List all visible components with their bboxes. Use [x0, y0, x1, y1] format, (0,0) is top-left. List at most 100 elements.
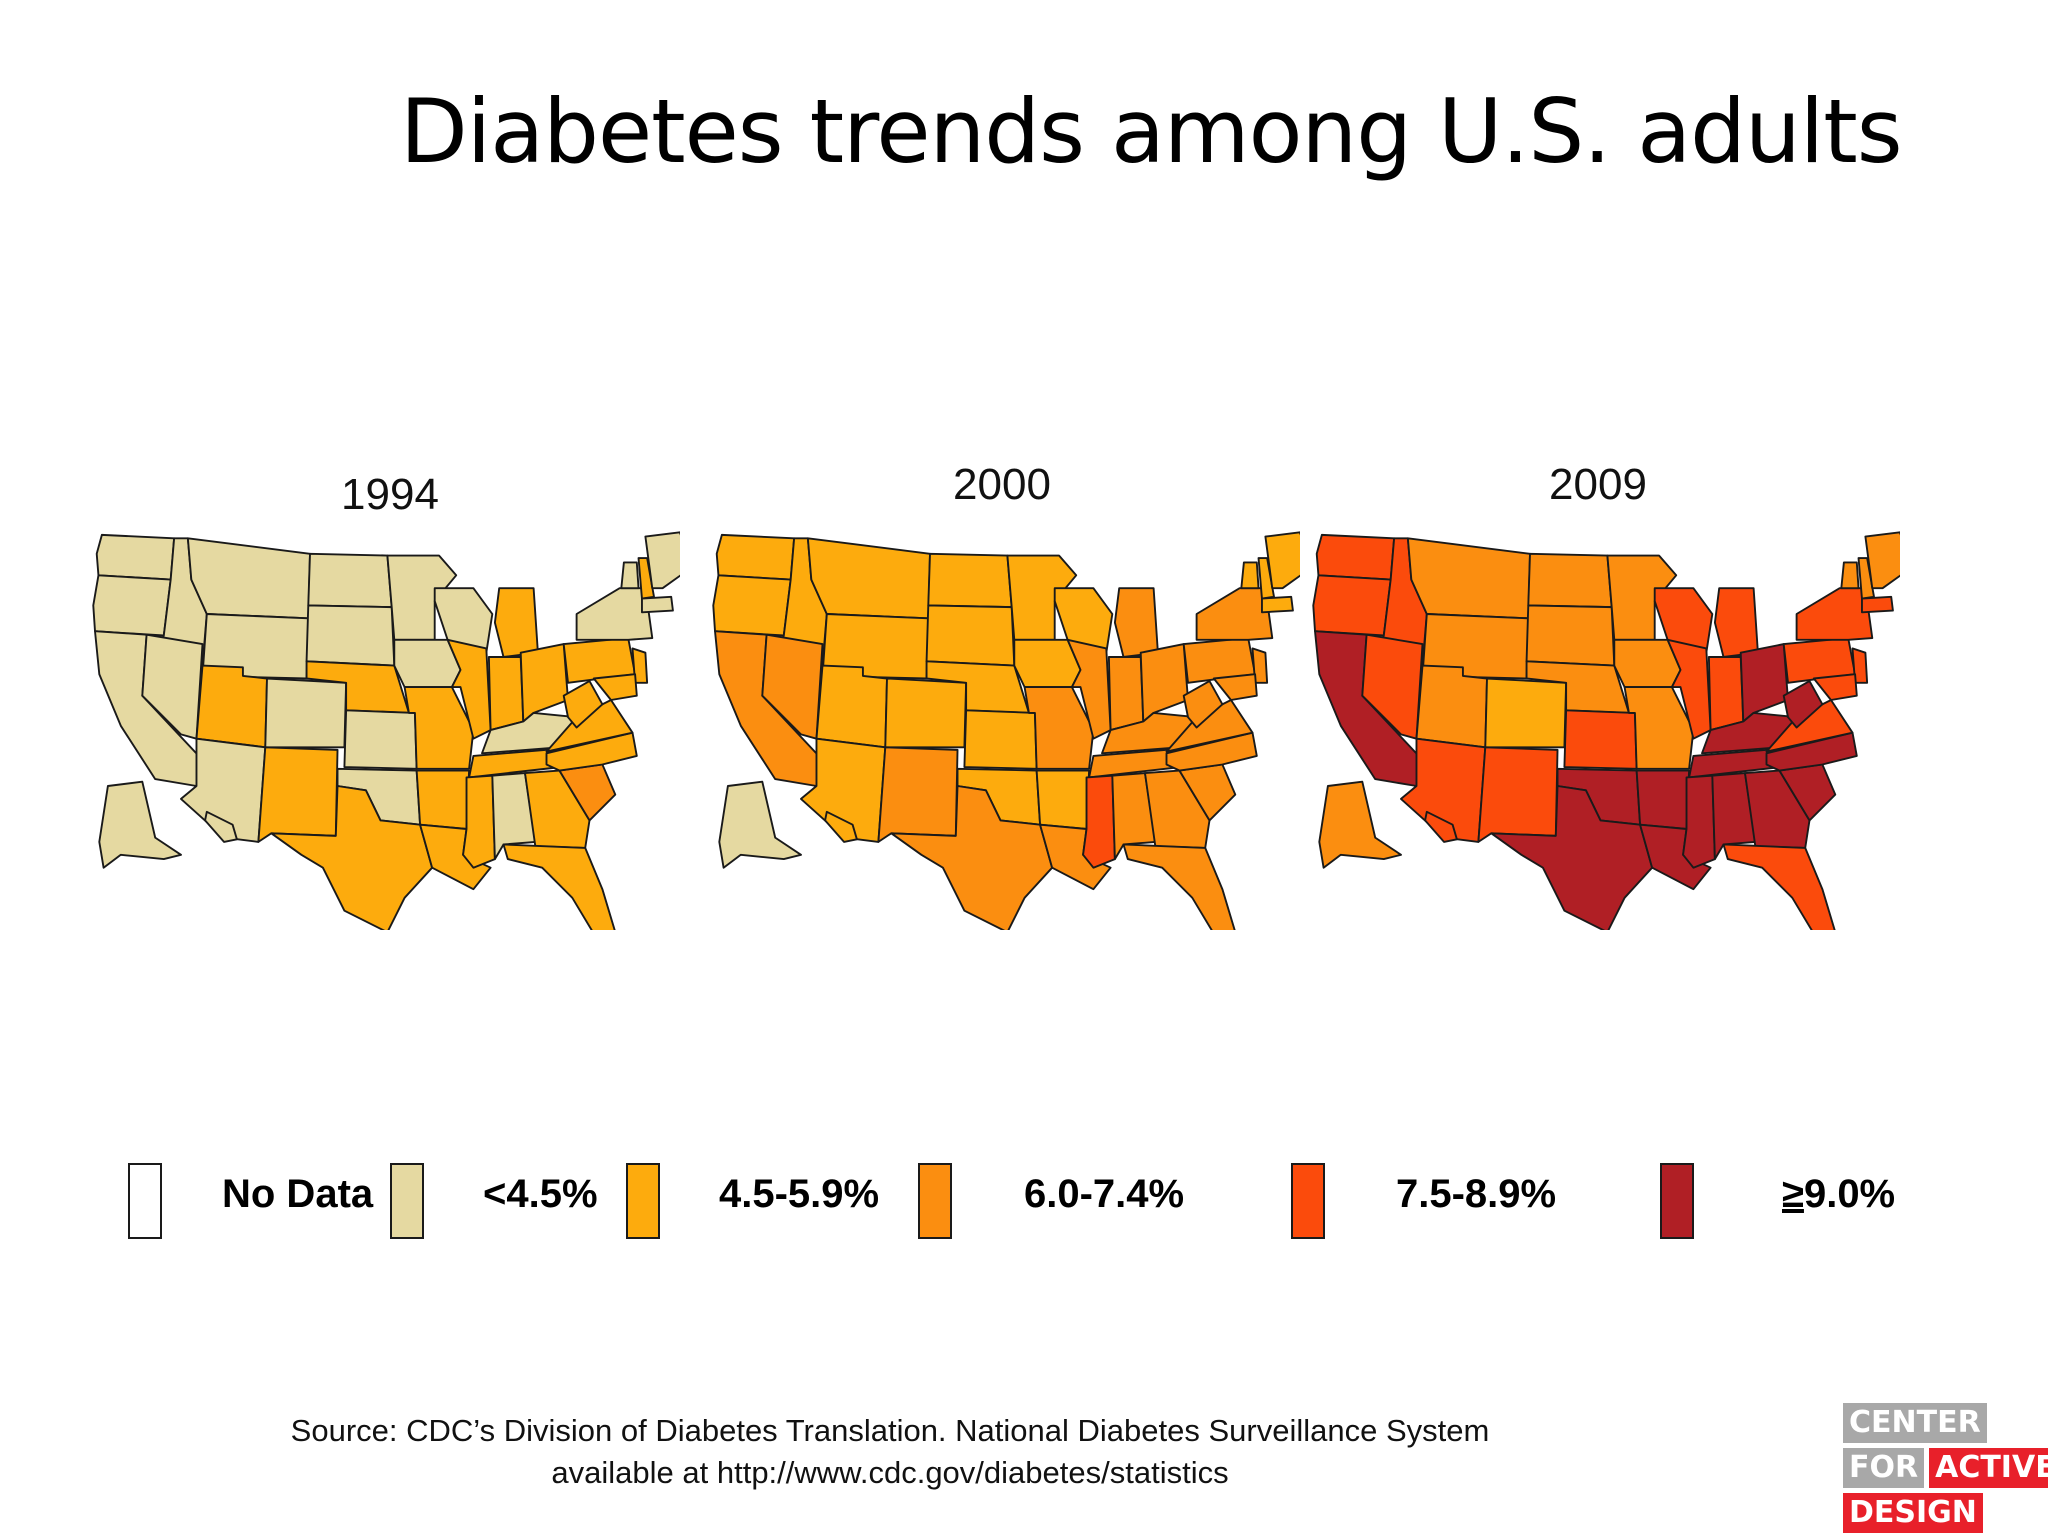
state-nm-1994	[257, 746, 339, 843]
state-nd-1994	[307, 552, 393, 609]
state-il-2009	[1666, 638, 1712, 740]
state-al-2000	[1111, 772, 1157, 861]
logo-center: CENTER	[1843, 1403, 1987, 1443]
state-mi-2000	[1113, 587, 1159, 658]
state-ny-1994	[575, 587, 654, 641]
state-mi-1994	[493, 587, 539, 658]
map-year-1994: 1994	[341, 470, 439, 519]
state-ms-1994	[462, 774, 496, 869]
state-ak-2009	[1318, 780, 1402, 869]
state-ga-2009	[1744, 769, 1811, 849]
state-wv-2000	[1182, 680, 1224, 729]
state-oh-2000	[1139, 643, 1189, 723]
map-2000	[712, 531, 1300, 930]
map-1994	[92, 531, 680, 930]
state-nv-2009	[1361, 633, 1424, 740]
state-mi-2009	[1713, 587, 1759, 658]
state-ms-2000	[1082, 774, 1116, 869]
state-mt-2000	[806, 537, 931, 620]
state-mo-2009	[1623, 686, 1695, 770]
state-me-2009	[1864, 531, 1900, 590]
legend-label-7-5-8-9: 7.5-8.9%	[1396, 1172, 1557, 1216]
state-wa-1994	[95, 533, 176, 581]
state-wa-2000	[715, 533, 796, 581]
state-wv-2009	[1782, 680, 1824, 729]
state-ks-2000	[963, 709, 1038, 770]
state-nh-2009	[1857, 557, 1875, 600]
state-md-2000	[1212, 673, 1258, 701]
state-co-2000	[884, 677, 968, 749]
state-ms-2009	[1682, 774, 1716, 869]
state-me-1994	[644, 531, 680, 590]
legend-label-lt-4-5: <4.5%	[483, 1172, 598, 1216]
state-in-1994	[487, 656, 525, 732]
legend-label-no-data: No Data	[222, 1172, 374, 1216]
map-1994-states	[92, 531, 680, 930]
state-mt-2009	[1406, 537, 1531, 620]
map-2000-states	[712, 531, 1300, 930]
state-ar-1994	[415, 769, 471, 830]
map-2009-states	[1312, 531, 1900, 930]
state-nv-2000	[761, 633, 824, 740]
state-nj-1994	[631, 647, 649, 684]
state-ma-2009	[1861, 595, 1894, 614]
state-nv-1994	[141, 633, 204, 740]
logo-design: DESIGN	[1843, 1493, 1983, 1533]
state-nd-2000	[927, 552, 1013, 609]
center-for-active-design-logo: CENTER FOR ACTIVE DESIGN	[1843, 1403, 2048, 1538]
state-ak-1994	[98, 780, 182, 869]
state-il-1994	[446, 638, 492, 740]
legend-label-gte-9-0: ≥9.0%	[1782, 1172, 1895, 1217]
state-nm-2000	[877, 746, 959, 843]
state-ga-2000	[1144, 769, 1211, 849]
state-ks-2009	[1563, 709, 1638, 770]
state-mn-2000	[1006, 554, 1078, 641]
source-line-1: Source: CDC’s Division of Diabetes Trans…	[290, 1413, 1490, 1448]
legend-swatch-no-data	[128, 1163, 162, 1239]
state-ar-2009	[1635, 769, 1691, 830]
state-nh-1994	[637, 557, 655, 600]
state-mo-1994	[403, 686, 475, 770]
slide-title: Diabetes trends among U.S. adults	[400, 80, 1903, 183]
map-2009	[1312, 531, 1900, 930]
legend-swatch-4-5-5-9	[626, 1163, 660, 1239]
state-tx-1994	[270, 785, 434, 930]
state-or-2000	[712, 574, 792, 637]
legend-swatch-lt-4-5	[390, 1163, 424, 1239]
state-sd-2009	[1525, 604, 1616, 667]
logo-for: FOR	[1843, 1448, 1925, 1488]
state-ar-2000	[1035, 769, 1091, 830]
state-wa-2009	[1315, 533, 1396, 581]
source-line-2: available at http://www.cdc.gov/diabetes…	[551, 1455, 1229, 1490]
state-oh-2009	[1739, 643, 1789, 723]
state-mn-1994	[386, 554, 458, 641]
state-il-2000	[1066, 638, 1112, 740]
map-year-2000: 2000	[953, 460, 1051, 509]
state-co-1994	[264, 677, 348, 749]
state-ks-1994	[343, 709, 418, 770]
state-fl-1994	[502, 843, 616, 930]
state-al-2009	[1711, 772, 1757, 861]
state-hi-1994	[204, 810, 238, 843]
state-ny-2009	[1795, 587, 1874, 641]
state-hi-2000	[824, 810, 858, 843]
legend-swatch-6-0-7-4	[918, 1163, 952, 1239]
legend-gte-symbol: ≥	[1782, 1172, 1804, 1216]
state-nm-2009	[1477, 746, 1559, 843]
legend-swatch-7-5-8-9	[1291, 1163, 1325, 1239]
state-md-2009	[1812, 673, 1858, 701]
state-or-1994	[92, 574, 172, 637]
state-tx-2009	[1490, 785, 1654, 930]
state-in-2009	[1707, 656, 1745, 732]
state-co-2009	[1484, 677, 1568, 749]
state-ga-1994	[524, 769, 591, 849]
source-citation: Source: CDC’s Division of Diabetes Trans…	[200, 1410, 1580, 1494]
state-sd-1994	[305, 604, 396, 667]
state-md-1994	[592, 673, 638, 701]
legend-label-4-5-5-9: 4.5-5.9%	[719, 1172, 880, 1216]
state-mn-2009	[1606, 554, 1678, 641]
state-ut-2009	[1415, 664, 1488, 749]
state-or-2009	[1312, 574, 1392, 637]
state-ny-2000	[1195, 587, 1274, 641]
state-in-2000	[1107, 656, 1145, 732]
